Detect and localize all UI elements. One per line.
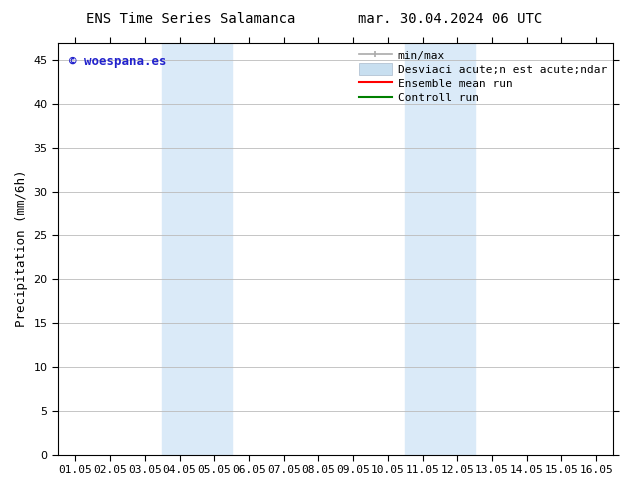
Text: © woespana.es: © woespana.es	[69, 55, 167, 68]
Bar	[405, 43, 475, 455]
Y-axis label: Precipitation (mm/6h): Precipitation (mm/6h)	[15, 170, 28, 327]
Bar	[162, 43, 231, 455]
Text: ENS Time Series Salamanca: ENS Time Series Salamanca	[86, 12, 295, 26]
Text: mar. 30.04.2024 06 UTC: mar. 30.04.2024 06 UTC	[358, 12, 542, 26]
Legend: min/max, Desviaci acute;n est acute;ndar, Ensemble mean run, Controll run: min/max, Desviaci acute;n est acute;ndar…	[354, 45, 611, 108]
